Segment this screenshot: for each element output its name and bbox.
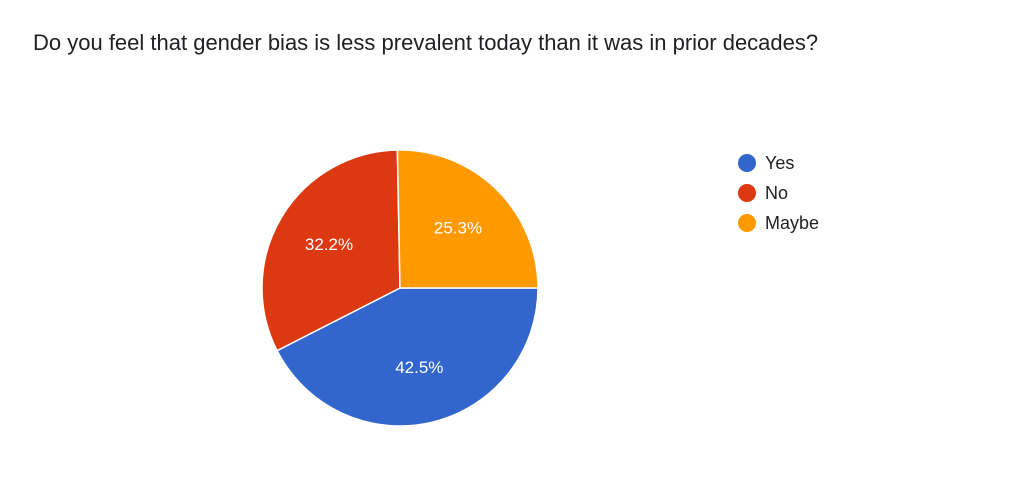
pie-label-maybe: 25.3% — [434, 218, 482, 237]
pie-label-yes: 42.5% — [395, 358, 443, 377]
pie-slice-yes[interactable] — [276, 287, 539, 427]
legend-swatch-yes — [738, 154, 756, 172]
chart-title: Do you feel that gender bias is less pre… — [33, 30, 819, 55]
legend-item-yes[interactable]: Yes — [738, 148, 819, 178]
legend-label-no: No — [765, 182, 789, 203]
legend: Yes No Maybe — [738, 148, 819, 238]
pie-slice-no[interactable] — [261, 149, 401, 352]
legend-item-maybe[interactable]: Maybe — [738, 208, 819, 238]
legend-item-no[interactable]: No — [738, 178, 819, 208]
legend-swatch-maybe — [738, 214, 756, 232]
pie-slice-maybe[interactable] — [396, 149, 539, 289]
legend-label-maybe: Maybe — [765, 212, 820, 233]
pie-label-no: 32.2% — [305, 235, 353, 254]
legend-swatch-no — [738, 184, 756, 202]
legend-label-yes: Yes — [765, 152, 795, 173]
